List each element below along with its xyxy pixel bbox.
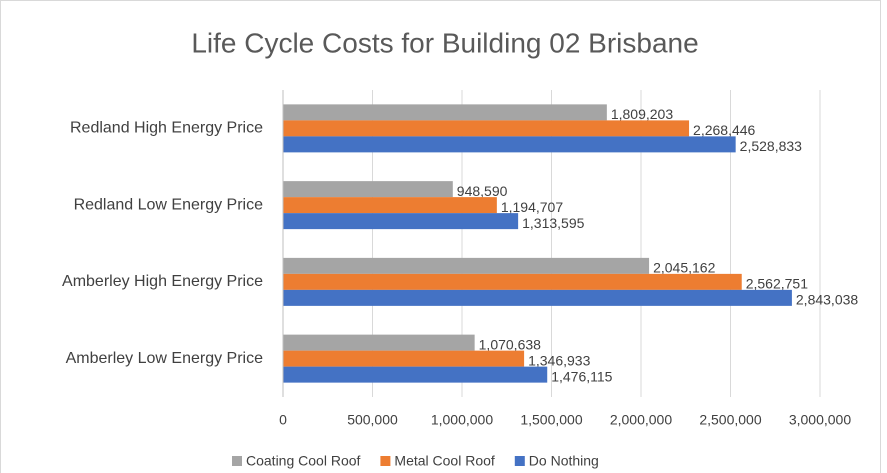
bar: [283, 136, 736, 153]
bar: [283, 213, 519, 230]
x-tick-label: 1,500,000: [520, 412, 582, 428]
bar: [283, 197, 497, 214]
bar: [283, 289, 792, 306]
x-tick-label: 500,000: [347, 412, 398, 428]
data-label: 2,843,038: [796, 292, 858, 308]
legend-label: Coating Cool Roof: [246, 453, 361, 469]
x-tick-label: 2,500,000: [699, 412, 761, 428]
data-label: 2,045,162: [653, 260, 715, 276]
x-tick-label: 0: [279, 412, 287, 428]
data-label: 2,562,751: [746, 276, 808, 292]
data-label: 1,346,933: [528, 352, 590, 368]
data-label: 1,313,595: [522, 215, 584, 231]
bar: [283, 104, 607, 121]
data-label: 2,268,446: [693, 122, 755, 138]
data-label: 1,476,115: [551, 368, 612, 384]
legend-label: Metal Cool Roof: [394, 453, 494, 469]
data-label: 1,070,638: [479, 336, 541, 352]
data-label: 948,590: [457, 183, 508, 199]
bar: [283, 257, 650, 274]
chart-title: Life Cycle Costs for Building 02 Brisban…: [191, 27, 698, 58]
data-label: 1,194,707: [501, 199, 563, 215]
x-tick-label: 2,000,000: [610, 412, 672, 428]
y-tick-label: Redland High Energy Price: [70, 120, 263, 137]
legend-swatch: [380, 456, 391, 466]
y-tick-label: Redland Low Energy Price: [74, 196, 264, 213]
bar: [283, 120, 690, 137]
legend-label: Do Nothing: [529, 453, 599, 469]
bar: [283, 350, 525, 367]
bar: [283, 181, 453, 198]
bar: [283, 334, 475, 351]
bar: [283, 366, 548, 383]
data-label: 2,528,833: [740, 138, 802, 154]
x-tick-label: 1,000,000: [431, 412, 493, 428]
y-tick-label: Amberley Low Energy Price: [66, 350, 264, 367]
data-label: 1,809,203: [611, 106, 673, 122]
legend-swatch: [514, 456, 525, 466]
bar: [283, 273, 742, 290]
legend-swatch: [232, 456, 242, 466]
x-tick-label: 3,000,000: [789, 412, 851, 428]
y-tick-label: Amberley High Energy Price: [62, 273, 263, 290]
